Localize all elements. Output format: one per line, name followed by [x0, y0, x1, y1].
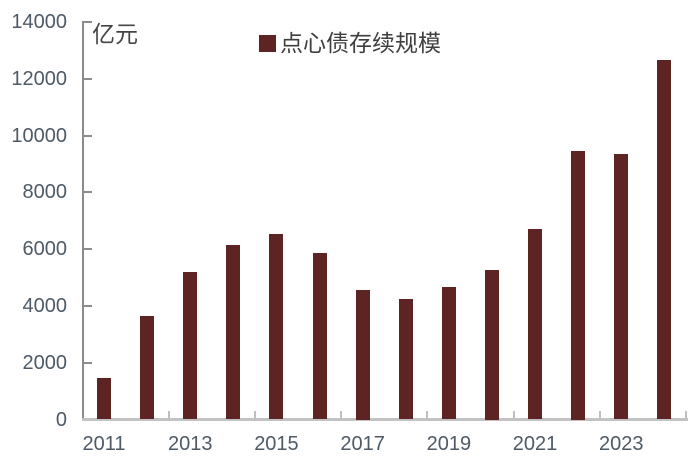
x-year-label: 2021 — [512, 433, 558, 455]
x-year-label: 2015 — [254, 433, 299, 455]
bar-2017 — [355, 290, 370, 420]
y-tick-mark — [84, 191, 92, 194]
x-tick-mark — [684, 411, 687, 418]
y-tick-mark — [84, 304, 92, 307]
legend: 点心债存续规模 — [259, 31, 441, 55]
bar-2021 — [528, 229, 543, 420]
y-tick-mark — [84, 361, 92, 364]
x-tick-mark — [426, 411, 429, 418]
bar-2016 — [312, 253, 327, 420]
bar-2023 — [614, 154, 629, 420]
x-tick-mark — [598, 411, 601, 418]
x-tick-mark — [167, 411, 170, 418]
y-axis-line — [82, 21, 84, 420]
y-tick-mark — [84, 248, 92, 251]
y-tick-label: 6000 — [22, 238, 68, 261]
y-tick-label: 2000 — [22, 351, 68, 374]
x-year-label: 2013 — [168, 433, 213, 455]
y-tick-label: 4000 — [22, 294, 68, 317]
x-year-label: 2017 — [340, 433, 385, 455]
bar-2022 — [571, 151, 586, 420]
bar-2014 — [226, 244, 241, 420]
bar-2018 — [398, 298, 413, 420]
y-tick-label: 12000 — [11, 67, 67, 90]
legend-swatch-icon — [259, 34, 276, 52]
x-tick-mark — [512, 411, 515, 418]
x-year-label: 2023 — [599, 433, 644, 455]
y-tick-label: 10000 — [11, 124, 67, 147]
x-axis-line — [82, 418, 688, 421]
bar-2019 — [441, 287, 456, 420]
bar-2020 — [484, 270, 499, 420]
x-year-label: 2019 — [426, 433, 472, 455]
bar-2013 — [183, 271, 198, 420]
x-year-label: 2011 — [82, 433, 126, 455]
y-tick-mark — [84, 77, 92, 80]
y-tick-label: 0 — [55, 408, 67, 431]
x-tick-mark — [253, 411, 256, 418]
y-tick-label: 14000 — [11, 11, 67, 33]
y-tick-mark — [84, 134, 92, 137]
y-axis-unit-label: 亿元 — [92, 21, 138, 47]
bar-2011 — [97, 378, 112, 420]
bar-2012 — [140, 315, 155, 420]
y-tick-mark — [84, 21, 92, 23]
x-tick-mark — [340, 411, 343, 418]
y-tick-label: 8000 — [22, 181, 68, 204]
legend-label: 点心债存续规模 — [280, 30, 441, 56]
bar-2015 — [269, 233, 284, 420]
bar-2024 — [657, 60, 672, 420]
